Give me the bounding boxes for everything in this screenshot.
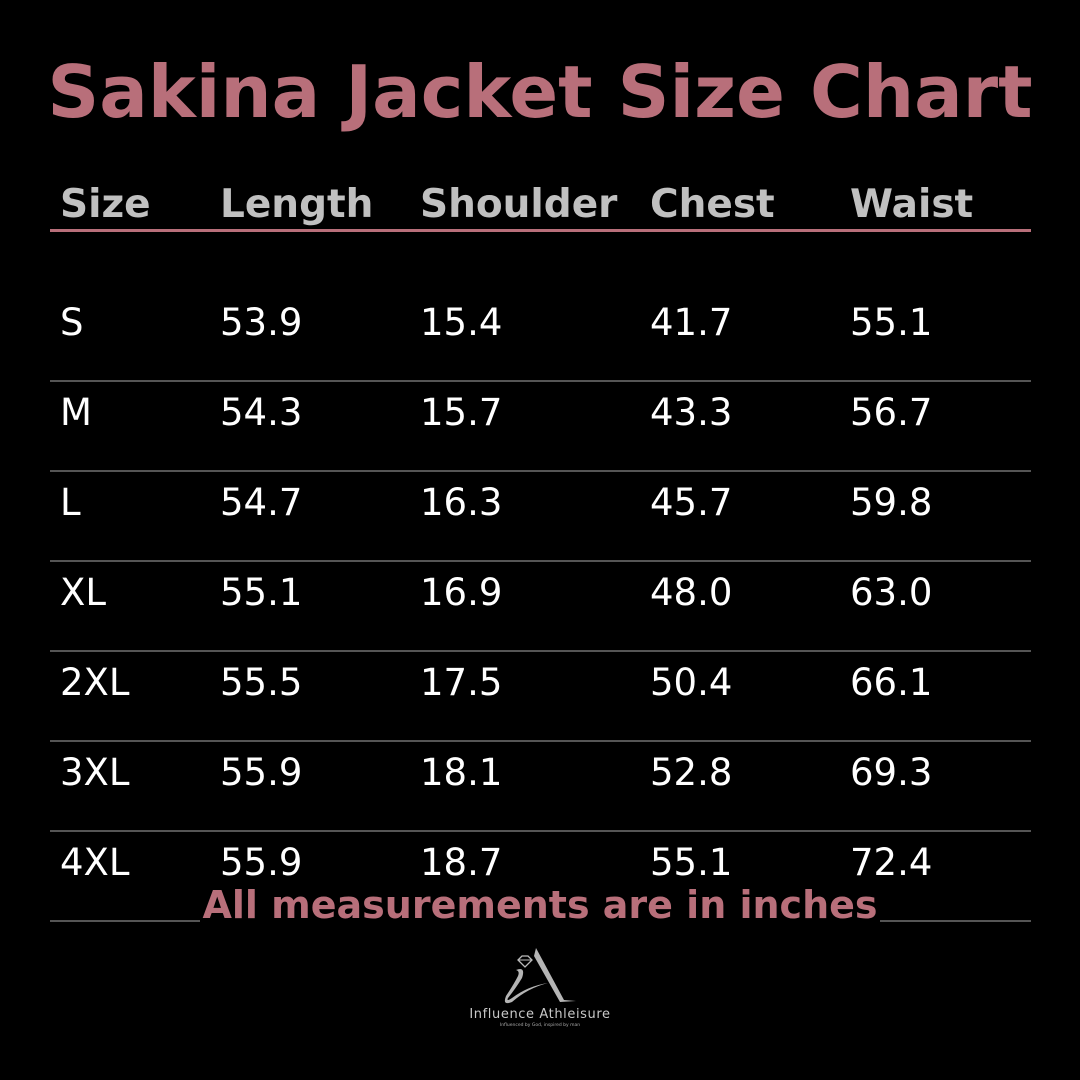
cell-chest: 50.4 — [650, 661, 733, 704]
cell-size: S — [60, 301, 84, 344]
row-divider — [50, 830, 1031, 832]
cell-length: 55.9 — [220, 751, 303, 794]
cell-shoulder: 15.7 — [420, 391, 503, 434]
footer-note: All measurements are in inches — [0, 882, 1080, 928]
cell-shoulder: 17.5 — [420, 661, 503, 704]
cell-chest: 55.1 — [650, 841, 733, 884]
header-divider — [50, 229, 1031, 232]
row-divider — [50, 740, 1031, 742]
cell-length: 55.9 — [220, 841, 303, 884]
cell-waist: 56.7 — [850, 391, 933, 434]
row-divider — [50, 650, 1031, 652]
diamond-icon — [517, 955, 533, 968]
cell-length: 54.3 — [220, 391, 303, 434]
row-divider — [50, 380, 1031, 382]
svg-text:Influence Athleisure: Influence Athleisure — [469, 1007, 610, 1022]
cell-waist: 55.1 — [850, 301, 933, 344]
cell-size: 4XL — [60, 841, 130, 884]
cell-shoulder: 16.9 — [420, 571, 503, 614]
cell-waist: 66.1 — [850, 661, 933, 704]
svg-text:Influenced by God, inspired by: Influenced by God, inspired by man — [500, 1022, 580, 1028]
row-divider — [50, 470, 1031, 472]
cell-shoulder: 15.4 — [420, 301, 503, 344]
cell-chest: 41.7 — [650, 301, 733, 344]
column-header-shoulder: Shoulder — [420, 182, 618, 227]
cell-waist: 69.3 — [850, 751, 933, 794]
footer-note-text: All measurements are in inches — [200, 883, 880, 927]
cell-waist: 59.8 — [850, 481, 933, 524]
row-divider — [50, 560, 1031, 562]
cell-waist: 63.0 — [850, 571, 933, 614]
cell-shoulder: 18.1 — [420, 751, 503, 794]
column-header-size: Size — [60, 182, 151, 227]
cell-chest: 45.7 — [650, 481, 733, 524]
cell-chest: 48.0 — [650, 571, 733, 614]
column-header-waist: Waist — [850, 182, 974, 227]
brand-logo: Influence Athleisure Influenced by God, … — [469, 948, 610, 1028]
cell-waist: 72.4 — [850, 841, 933, 884]
cell-shoulder: 18.7 — [420, 841, 503, 884]
cell-size: XL — [60, 571, 106, 614]
cell-length: 54.7 — [220, 481, 303, 524]
cell-length: 55.1 — [220, 571, 303, 614]
cell-shoulder: 16.3 — [420, 481, 503, 524]
cell-length: 55.5 — [220, 661, 303, 704]
cell-chest: 52.8 — [650, 751, 733, 794]
column-header-length: Length — [220, 182, 374, 227]
column-header-chest: Chest — [650, 182, 775, 227]
cell-chest: 43.3 — [650, 391, 733, 434]
cell-length: 53.9 — [220, 301, 303, 344]
cell-size: M — [60, 391, 92, 434]
page-title: Sakina Jacket Size Chart — [47, 50, 1033, 134]
cell-size: 2XL — [60, 661, 130, 704]
cell-size: 3XL — [60, 751, 130, 794]
cell-size: L — [60, 481, 81, 524]
